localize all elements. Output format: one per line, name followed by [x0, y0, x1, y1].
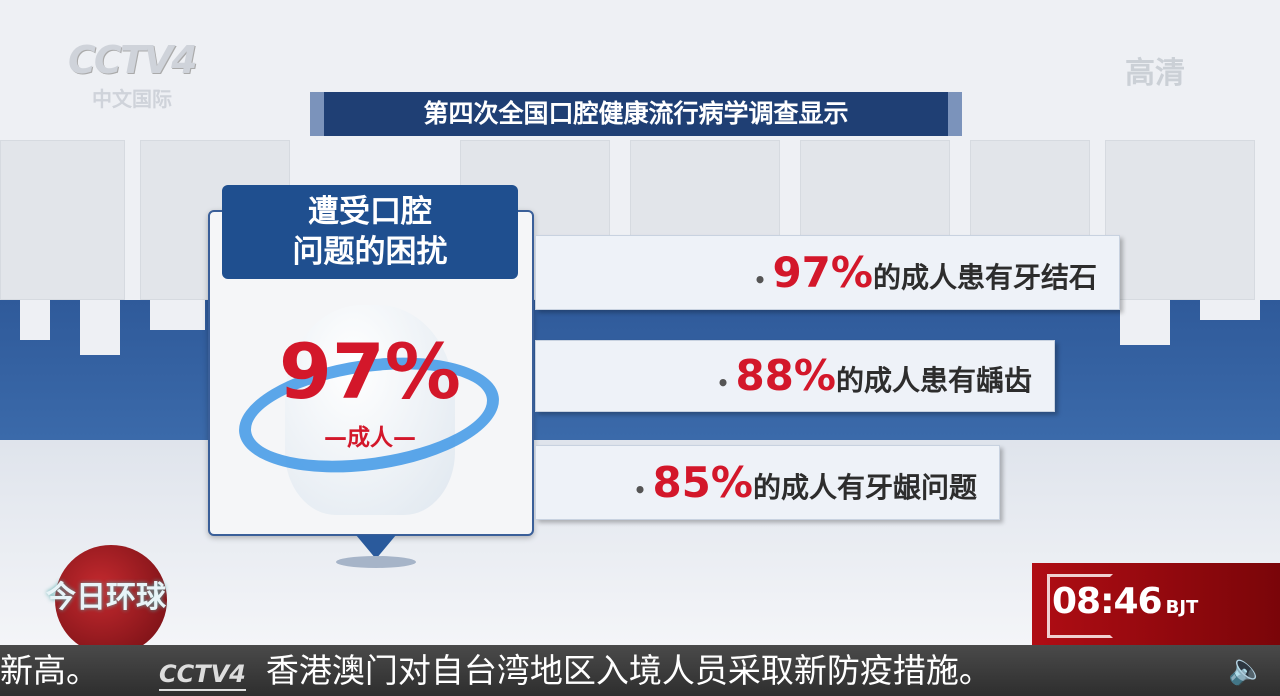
- tooth-icon: [285, 305, 455, 515]
- bullet-icon: •: [716, 371, 730, 395]
- ticker-previous: 新高。: [0, 651, 99, 690]
- hd-label: 高清: [1125, 56, 1185, 91]
- card-title: 遭受口腔 问题的困扰: [222, 185, 518, 279]
- card-title-line1: 遭受口腔: [308, 194, 432, 230]
- stat-percent: 85%: [652, 458, 753, 507]
- news-ticker: 新高。 CCTV4 香港澳门对自台湾地区入境人员采取新防疫措施。: [0, 645, 1280, 696]
- clock-frame: [1047, 574, 1113, 638]
- ticker-text: 香港澳门对自台湾地区入境人员采取新防疫措施。: [265, 651, 992, 690]
- stat-bar-caries: • 88%的成人患有龋齿: [535, 340, 1055, 412]
- program-globe-logo: [55, 545, 167, 655]
- channel-logo-subtitle: 中文国际: [92, 87, 172, 111]
- clock-timezone: BJT: [1165, 597, 1199, 618]
- headline-banner: 第四次全国口腔健康流行病学调查显示: [310, 92, 962, 136]
- card-value: 97%: [279, 327, 461, 416]
- stat-percent: 88%: [735, 351, 836, 400]
- pointer-arrow-icon: [356, 535, 396, 559]
- background-panel: [1105, 140, 1255, 300]
- clock-readout: 08:46 BJT: [1052, 580, 1198, 624]
- channel-logo: CCTV4: [68, 38, 198, 82]
- stat-percent: 97%: [772, 248, 873, 297]
- card-subject: —成人—: [324, 425, 416, 451]
- stat-text: 的成人患有龋齿: [835, 364, 1032, 397]
- stat-bar-gum: • 85%的成人有牙龈问题: [535, 445, 1000, 520]
- bullet-icon: •: [753, 268, 767, 292]
- ticker-channel-logo: CCTV4: [159, 659, 246, 691]
- speaker-icon: 🔈: [1228, 652, 1266, 687]
- clock-time: 08:46: [1052, 581, 1163, 622]
- card-title-line2: 问题的困扰: [292, 234, 448, 270]
- background-panel: [0, 140, 125, 300]
- stat-text: 的成人患有牙结石: [872, 261, 1097, 294]
- stat-bar-tartar: • 97%的成人患有牙结石: [535, 235, 1120, 310]
- program-name: 今日环球: [46, 580, 166, 615]
- pointer-shadow: [336, 556, 416, 568]
- bullet-icon: •: [633, 478, 647, 502]
- stat-text: 的成人有牙龈问题: [752, 471, 977, 504]
